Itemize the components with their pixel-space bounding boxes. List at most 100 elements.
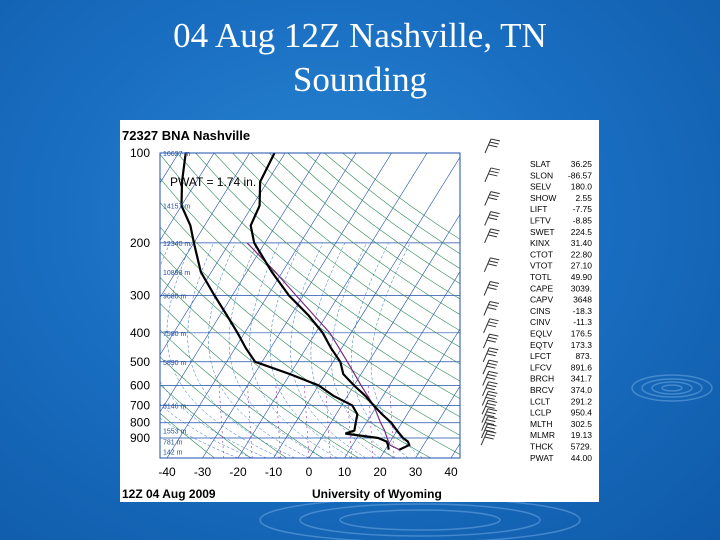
index-label: BRCV [530, 385, 554, 395]
index-value: 3648 [573, 295, 592, 305]
wind-barbs [480, 138, 501, 446]
index-label: CAPV [530, 295, 553, 305]
index-label: CTOT [530, 249, 553, 259]
moist-adiabat [310, 242, 381, 458]
dry-adiabat [160, 177, 460, 418]
dry-adiabat [177, 153, 460, 382]
dry-adiabat [160, 356, 287, 458]
dry-adiabat [160, 412, 215, 458]
index-label: LFCV [530, 362, 552, 372]
slide-title: 04 Aug 12Z Nashville, TN Sounding [0, 14, 720, 102]
index-value: 873. [575, 351, 592, 361]
index-value: 224.5 [571, 227, 593, 237]
temperature-tick-label: 30 [409, 465, 423, 479]
dry-adiabat [160, 251, 431, 458]
mixing-ratio-line [275, 385, 281, 458]
moist-adiabat [160, 242, 267, 458]
temperature-tick-label: -30 [194, 465, 212, 479]
moist-adiabat [187, 242, 295, 458]
index-label: LCLT [530, 396, 550, 406]
mixing-ratio-line [346, 385, 352, 458]
index-label: SWET [530, 227, 555, 237]
dry-adiabat [195, 153, 460, 365]
index-label: EQTV [530, 340, 553, 350]
moist-adiabat [166, 242, 281, 458]
mixing-ratio-line [304, 385, 310, 458]
isotherm-line [379, 328, 460, 458]
moist-adiabat [160, 417, 239, 458]
temperature-line [249, 153, 411, 451]
isotherm-line [166, 153, 357, 458]
pressure-tick-label: 900 [130, 431, 150, 445]
index-label: SELV [530, 182, 551, 192]
dry-adiabat [160, 276, 395, 458]
slide-title-line-1: 04 Aug 12Z Nashville, TN [173, 16, 547, 55]
temperature-tick-label: 0 [306, 465, 313, 479]
index-label: LFTV [530, 216, 551, 226]
wind-barb [484, 167, 500, 183]
moist-adiabat [370, 242, 423, 458]
index-value: -18.3 [573, 306, 593, 316]
index-value: 891.6 [571, 362, 593, 372]
moist-adiabat [330, 242, 395, 458]
moist-adiabat [208, 242, 310, 458]
index-value: 180.0 [571, 182, 593, 192]
dry-adiabat [324, 153, 460, 255]
mixing-ratio-line [325, 385, 331, 458]
index-label: CAPE [530, 283, 553, 293]
wind-barb [482, 333, 499, 349]
pressure-tick-label: 200 [130, 236, 150, 250]
wind-barb [480, 430, 497, 446]
wind-barb [484, 228, 500, 244]
height-label: 3146 m [163, 403, 187, 410]
pressure-tick-label: 500 [130, 355, 150, 369]
isotherm-line [237, 153, 428, 458]
wind-barb [481, 390, 498, 406]
temperature-tick-label: -10 [265, 465, 283, 479]
height-label: 5890 m [163, 360, 187, 367]
index-label: THCK [530, 442, 553, 452]
moist-adiabat [269, 242, 352, 458]
temperature-tick-label: 20 [373, 465, 387, 479]
slide-title-line-2: Sounding [292, 60, 428, 99]
isotherm-line [308, 213, 460, 458]
wind-barb [481, 408, 497, 423]
index-value: -86.57 [568, 170, 592, 180]
moist-adiabat [290, 242, 366, 458]
sounding-chart-panel: 100 200 300 400 500 600 700 800 900 16627 m 14157 … [120, 120, 599, 502]
chart-series [180, 153, 411, 451]
moist-adiabat [351, 242, 409, 458]
wind-barb [483, 281, 500, 296]
index-value: 49.90 [571, 272, 593, 282]
footer-date: 12Z 04 Aug 2009 [122, 487, 216, 501]
index-label: SLON [530, 170, 553, 180]
wind-barb [483, 318, 499, 334]
index-label: KINX [530, 238, 550, 248]
height-label: 9680 m [163, 294, 187, 301]
index-value: 5729. [571, 442, 592, 452]
index-value: 176.5 [571, 329, 593, 339]
temperature-tick-label: -40 [158, 465, 176, 479]
wind-barb [481, 416, 497, 431]
index-value: 44.00 [571, 453, 593, 463]
index-label: LFCT [530, 351, 551, 361]
wind-barb [484, 211, 500, 226]
isotherm-line [415, 385, 460, 458]
pressure-tick-label: 400 [130, 326, 150, 340]
index-label: SLAT [530, 159, 551, 169]
dry-adiabat [250, 153, 460, 316]
index-value: -11.3 [573, 317, 592, 327]
wind-barb [481, 399, 498, 415]
height-label: 7580 m [163, 331, 187, 338]
mixing-ratio-line [247, 385, 253, 458]
height-label: 142 m [163, 450, 183, 457]
wind-barb [484, 191, 500, 206]
isotherm-line [160, 153, 321, 413]
index-value: 31.40 [571, 238, 593, 248]
dewpoint-line [180, 153, 390, 450]
index-label: EQLV [530, 329, 552, 339]
dry-adiabat [268, 153, 460, 300]
index-label: PWAT [530, 453, 554, 463]
